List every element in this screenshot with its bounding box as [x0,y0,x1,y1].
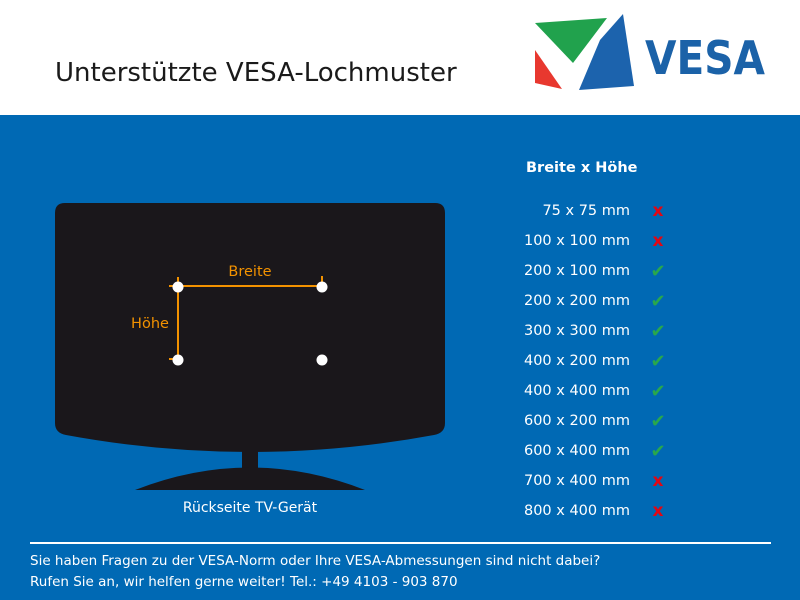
vesa-size-label: 75 x 75 mm [542,203,630,219]
pattern-row: 800 x 400 mm x [520,496,700,526]
check-icon: ✔ [650,260,666,282]
height-dimension-label: Höhe [131,316,169,332]
check-icon: ✔ [650,440,666,462]
vesa-size-label: 200 x 100 mm [523,263,630,279]
vesa-hole-bottom-left [172,354,184,366]
pattern-row: 300 x 300 mm ✔ [520,316,700,346]
cross-icon: x [652,231,664,251]
cross-icon: x [652,501,664,521]
header: Unterstützte VESA-Lochmuster VESA [0,0,800,115]
vesa-size-label: 600 x 400 mm [523,443,630,459]
vesa-size-label: 300 x 300 mm [523,323,630,339]
cross-icon: x [652,201,664,221]
check-icon: ✔ [650,410,666,432]
check-icon: ✔ [650,380,666,402]
cross-icon: x [652,471,664,491]
pattern-row: 400 x 200 mm ✔ [520,346,700,376]
pattern-row: 75 x 75 mm x [520,196,700,226]
check-icon: ✔ [650,290,666,312]
pattern-row: 100 x 100 mm x [520,226,700,256]
page-title: Unterstützte VESA-Lochmuster [55,58,457,88]
pattern-list-header: Breite x Höhe [526,160,638,176]
pattern-row: 700 x 400 mm x [520,466,700,496]
footer-text: Sie haben Fragen zu der VESA-Norm oder I… [30,551,600,593]
pattern-row: 200 x 100 mm ✔ [520,256,700,286]
vesa-hole-top-left [172,281,184,293]
pattern-row: 600 x 400 mm ✔ [520,436,700,466]
tv-body [55,203,445,452]
vesa-size-label: 400 x 400 mm [523,383,630,399]
tv-back-diagram: Breite Höhe [55,203,445,490]
vesa-hole-bottom-right [316,354,328,366]
footer-divider [30,542,771,544]
vesa-size-label: 800 x 400 mm [523,503,630,519]
footer-line-2: Rufen Sie an, wir helfen gerne weiter! T… [30,574,458,590]
vesa-size-label: 200 x 200 mm [523,293,630,309]
check-icon: ✔ [650,320,666,342]
vesa-size-label: 700 x 400 mm [523,473,630,489]
vesa-hole-top-right [316,281,328,293]
pattern-row: 400 x 400 mm ✔ [520,376,700,406]
tv-stand-neck [242,445,258,472]
tv-caption: Rückseite TV-Gerät [182,500,318,516]
vesa-logo: VESA [535,14,765,90]
footer-line-1: Sie haben Fragen zu der VESA-Norm oder I… [30,553,601,569]
check-icon: ✔ [650,350,666,372]
tv-stand-base [135,467,365,490]
vesa-size-label: 400 x 200 mm [523,353,630,369]
vesa-logo-text: VESA [645,31,765,85]
width-dimension-label: Breite [228,264,271,280]
pattern-row: 200 x 200 mm ✔ [520,286,700,316]
vesa-size-label: 100 x 100 mm [523,233,630,249]
pattern-rows: 75 x 75 mm x 100 x 100 mm x 200 x 100 mm ✔ 200… [520,196,700,526]
vesa-logo-mark [535,14,634,90]
vesa-size-label: 600 x 200 mm [523,413,630,429]
pattern-row: 600 x 200 mm ✔ [520,406,700,436]
vesa-holes [172,281,328,366]
